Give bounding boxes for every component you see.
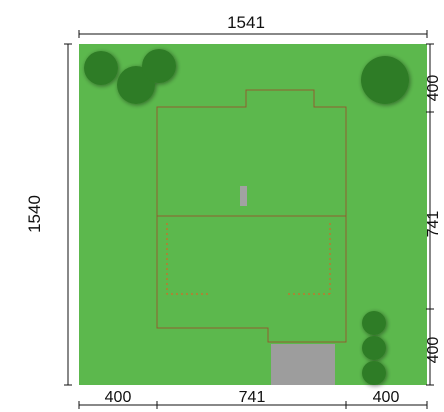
tree-cluster-bottom-right xyxy=(362,311,386,385)
right-dimension-label-top: 400 xyxy=(425,75,442,102)
top-dimension-label: 1541 xyxy=(227,13,265,32)
bottom-dimension-label-middle: 741 xyxy=(239,389,266,406)
right-dimension-label-middle: 741 xyxy=(425,211,442,238)
tree-icon xyxy=(361,56,409,104)
bottom-dimension-label-left: 400 xyxy=(105,389,132,406)
tree-icon xyxy=(362,336,386,360)
right-dimension-label-bottom: 400 xyxy=(425,337,442,364)
roof-detail-left xyxy=(166,223,208,295)
left-dimension-label: 1540 xyxy=(25,195,44,233)
roof-front xyxy=(156,215,347,343)
tree-icon xyxy=(142,49,176,83)
bottom-dimension-label-right: 400 xyxy=(373,389,400,406)
tree-icon xyxy=(84,51,118,85)
tree-icon xyxy=(362,361,386,385)
chimney xyxy=(240,186,247,206)
tree-icon xyxy=(362,311,386,335)
driveway xyxy=(271,344,335,385)
tree-top-right xyxy=(361,56,409,104)
tree-cluster-top-left xyxy=(84,49,176,104)
